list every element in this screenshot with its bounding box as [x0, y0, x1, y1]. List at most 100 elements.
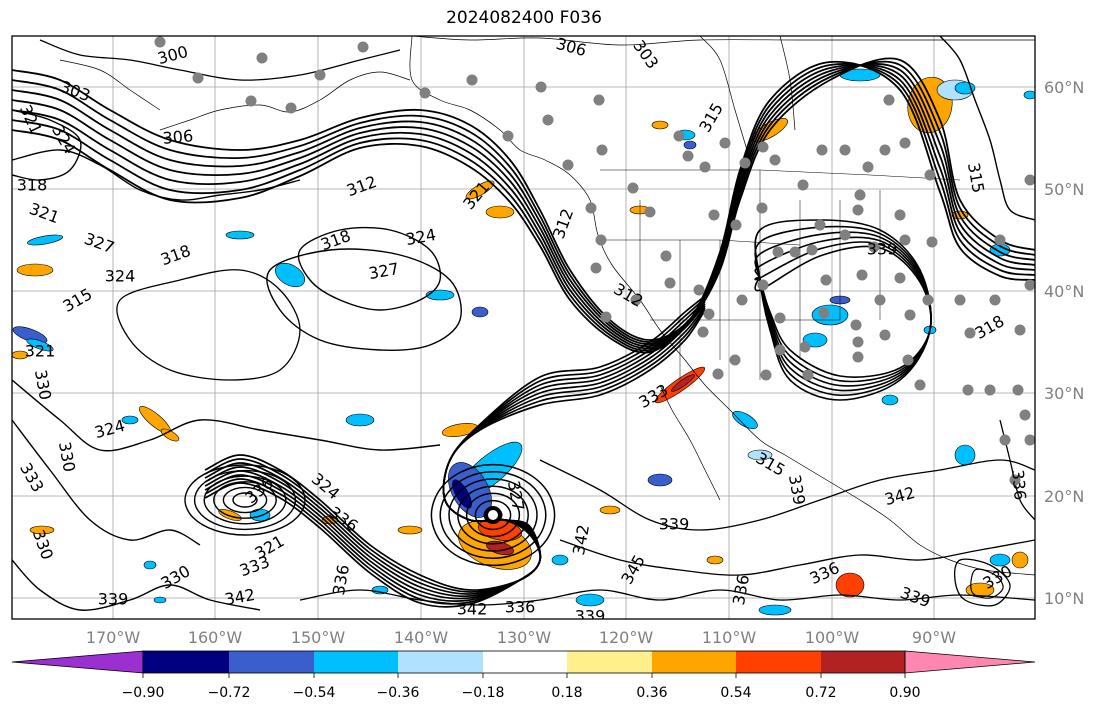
- longitude-label: 100°W: [805, 628, 860, 647]
- station-dot: [757, 141, 769, 153]
- station-dot: [542, 114, 554, 126]
- coastline: [409, 36, 1035, 576]
- shaded-region: [485, 205, 515, 219]
- latitude-label: 10°N: [1044, 589, 1084, 608]
- coastline: [411, 36, 1035, 46]
- station-dot: [814, 219, 826, 231]
- longitude-label: 170°W: [86, 628, 141, 647]
- shaded-region: [706, 555, 724, 565]
- shaded-region: [16, 263, 54, 277]
- station-dot: [799, 341, 811, 353]
- colorbar-min-extension: [11, 650, 144, 674]
- shaded-region: [26, 338, 54, 352]
- coastline: [659, 384, 721, 501]
- contour-line: [12, 64, 1035, 350]
- shaded-region: [143, 560, 157, 570]
- shaded-region: [471, 306, 489, 318]
- colorbar-segment: [314, 651, 398, 673]
- contour-line: [213, 481, 277, 519]
- station-dot: [989, 294, 1001, 306]
- contour-line: [439, 471, 547, 559]
- station-dot: [682, 150, 694, 162]
- station-dot: [816, 144, 828, 156]
- longitude-labels: 170°W 160°W 150°W 140°W 130°W 120°W 110°W 100°W…: [86, 628, 956, 647]
- colorbar-segment: [483, 651, 567, 673]
- contour-line: [939, 36, 1035, 221]
- shaded-region: [881, 394, 899, 406]
- station-dot: [730, 219, 742, 231]
- station-dot: [874, 294, 886, 306]
- shaded-region: [345, 413, 375, 427]
- longitude-label: 140°W: [394, 628, 449, 647]
- station-dot: [419, 87, 431, 99]
- colorbar-tick-label: 0.72: [805, 685, 836, 701]
- station-dot: [806, 244, 818, 256]
- station-dot: [924, 169, 936, 181]
- station-dot: [899, 137, 911, 149]
- contour-line: [559, 539, 1035, 576]
- contour-line: [754, 245, 932, 378]
- station-dot: [914, 379, 926, 391]
- station-dot: [999, 434, 1011, 446]
- contour-line: [12, 60, 1035, 343]
- station-dot: [697, 326, 709, 338]
- contour-line: [430, 463, 556, 567]
- contour-line: [970, 568, 1004, 599]
- station-dot: [862, 161, 874, 173]
- contour-line: [754, 236, 932, 387]
- coastline: [699, 36, 751, 161]
- station-dot: [769, 154, 781, 166]
- station-dot: [739, 157, 751, 169]
- contour-label: 339: [575, 607, 606, 626]
- station-dot: [902, 354, 914, 366]
- station-dot: [585, 202, 597, 214]
- station-dot: [1014, 324, 1026, 336]
- station-dot: [664, 277, 676, 289]
- colorbar-segment: [143, 651, 229, 673]
- contour-label: 342: [457, 600, 488, 619]
- colorbar-tick-label: −0.90: [122, 685, 165, 701]
- cyclone-eye: [488, 510, 498, 520]
- latitude-label: 60°N: [1044, 78, 1084, 97]
- colorbar-segment: [567, 651, 652, 673]
- station-dot: [357, 41, 369, 53]
- contour-line: [299, 589, 1035, 606]
- shaded-region: [26, 234, 64, 246]
- station-dot: [757, 279, 769, 291]
- station-dot: [774, 312, 786, 324]
- colorbar-tick-labels: −0.90 −0.72 −0.54 −0.36 −0.18 0.18 0.36 0.54 0.7…: [122, 673, 921, 701]
- station-dot: [627, 182, 639, 194]
- station-dot: [1024, 279, 1035, 291]
- contour-line: [12, 57, 1035, 341]
- station-dot: [1024, 434, 1035, 446]
- station-dot: [1012, 384, 1024, 396]
- shaded-region: [274, 262, 306, 288]
- colorbar-segment: [736, 651, 821, 673]
- coastline: [59, 59, 161, 111]
- station-dot: [894, 272, 906, 284]
- shaded-region: [1011, 551, 1029, 569]
- contour-line: [222, 486, 268, 514]
- shaded-region: [249, 508, 271, 522]
- shaded-region: [683, 140, 697, 150]
- station-dot: [256, 52, 268, 64]
- station-dot: [693, 284, 705, 296]
- latitude-label: 20°N: [1044, 487, 1084, 506]
- station-dot: [562, 159, 574, 171]
- station-dot: [904, 309, 916, 321]
- station-dot: [839, 144, 851, 156]
- station-dot: [699, 161, 711, 173]
- shaded-field: [12, 68, 1035, 616]
- latitude-label: 40°N: [1044, 282, 1084, 301]
- map-background: [12, 36, 1035, 619]
- contour-line: [193, 469, 297, 531]
- contour-line: [953, 558, 1011, 607]
- contour-line: [12, 63, 1035, 352]
- station-dot: [879, 144, 891, 156]
- shaded-region: [811, 304, 849, 326]
- latitude-label: 50°N: [1044, 180, 1084, 199]
- colorbar-segment: [652, 651, 736, 673]
- longitude-label: 160°W: [188, 628, 243, 647]
- station-dot: [760, 369, 772, 381]
